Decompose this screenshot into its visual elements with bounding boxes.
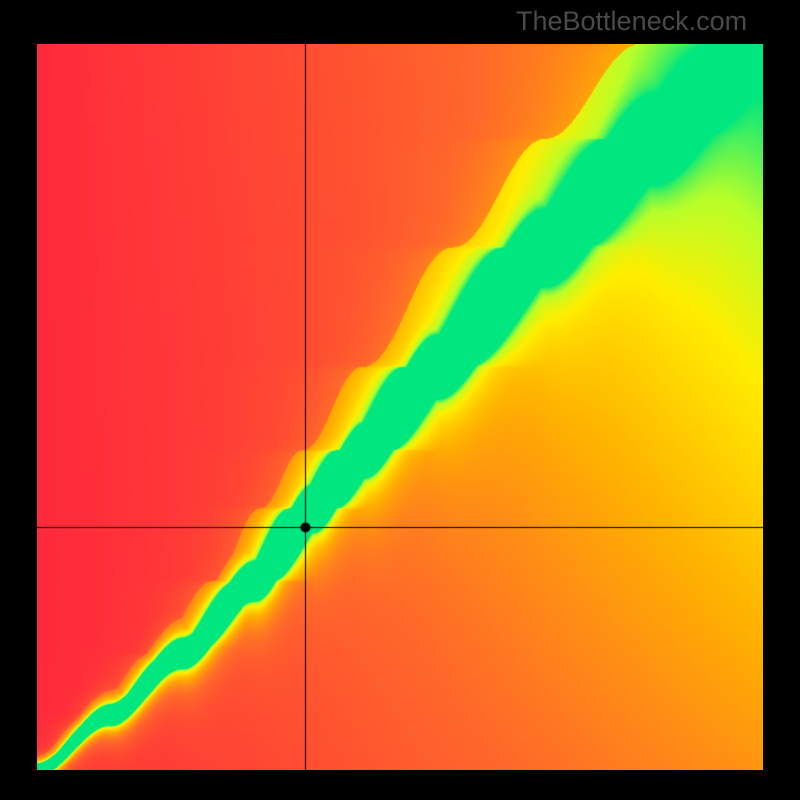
watermark-text: TheBottleneck.com xyxy=(516,6,747,37)
chart-container: TheBottleneck.com xyxy=(0,0,800,800)
bottleneck-heatmap xyxy=(37,44,763,770)
